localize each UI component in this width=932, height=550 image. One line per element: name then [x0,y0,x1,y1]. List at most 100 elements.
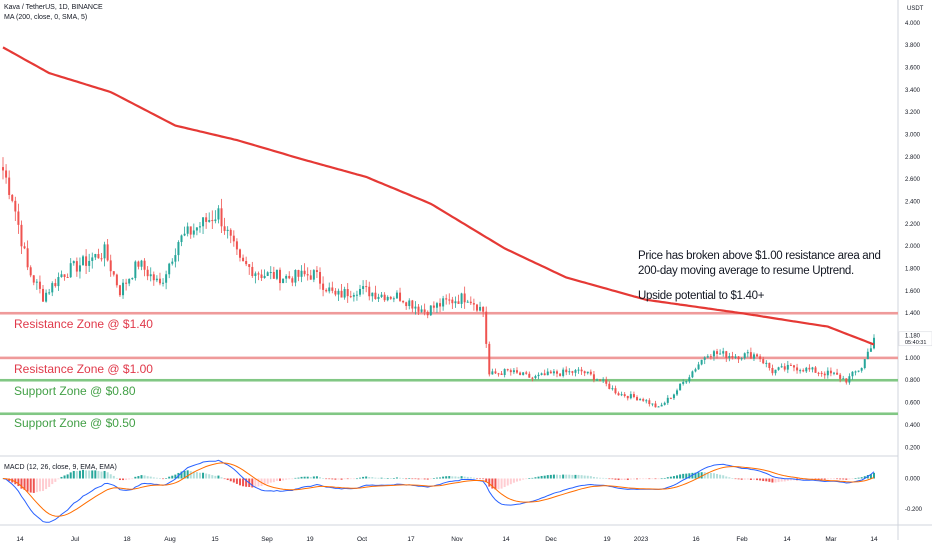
candle-body [651,403,654,405]
candle-body [531,377,534,379]
support-zone-050-label: Support Zone @ $0.50 [14,416,136,430]
time-tick-label: 18 [123,536,131,543]
candle-body [786,364,789,370]
candle-body [457,301,460,304]
candle-body [278,269,281,284]
candle-body [389,296,392,299]
candle-body [872,337,876,349]
macd-bar [642,478,645,480]
candle-body [402,300,405,303]
macd-bar [282,478,285,481]
macd-bar [783,478,786,482]
macd-bar [118,478,121,481]
candle-body [725,351,728,359]
candle-body [377,296,380,299]
macd-bar [596,477,599,479]
macd-bar [115,477,118,479]
candle-body [525,372,528,374]
macd-bar [408,478,411,479]
candle-body [802,370,805,372]
candle-body [577,369,580,371]
macd-bar [463,476,466,479]
candle-body [657,406,660,408]
candle-body [306,274,309,276]
macd-bar [577,474,580,479]
macd-bar [174,474,177,479]
candle-body [149,274,152,277]
candle-body [368,286,371,297]
candle-body [777,367,780,370]
macd-bar [737,478,740,480]
macd-bar [242,478,245,487]
macd-bar [146,476,149,479]
macd-bar [685,473,688,479]
candle-body [854,371,857,373]
candle-body [620,394,623,396]
candle-body [454,301,457,304]
macd-bar [214,475,217,479]
candle-body [238,249,241,258]
macd-bar [405,478,408,480]
candle-body [688,377,691,382]
candle-body [642,399,645,401]
macd-bar [78,470,81,479]
candle-body [291,278,294,283]
candle-body [485,311,488,344]
macd-bar [291,478,294,480]
candle-body [340,290,343,298]
candle-body [574,370,577,373]
macd-bar [623,478,626,480]
macd-bar [617,478,620,481]
candle-body [515,370,518,373]
candle-body [122,282,125,296]
macd-bar [192,471,195,479]
candle-body [765,362,768,364]
macd-bar [657,478,660,480]
macd-bar [402,478,405,479]
candle-body [66,276,69,278]
macd-bar [91,470,94,479]
macd-bar [509,478,512,485]
macd-bar [522,478,525,480]
candle-body [137,261,140,267]
candle-body [666,397,669,403]
chart-title: Kava / TetherUS, 1D, BINANCE [4,4,103,11]
macd-bar [288,478,291,480]
macd-bar [565,474,568,479]
macd-bar [817,478,820,480]
candle-body [72,261,75,264]
candle-body [75,261,78,272]
candle-body [546,371,549,376]
candle-body [115,274,118,286]
macd-bar [294,477,297,479]
macd-bar [611,478,614,480]
candle-body [300,270,303,277]
candle-body [472,303,475,305]
candle-body [814,367,817,373]
candle-body [269,272,272,274]
candle-body [589,371,592,375]
candle-body [411,300,414,309]
time-tick-label: Sep [261,536,273,543]
candle-body [605,379,608,384]
macd-bar [211,475,214,479]
macd-bar [672,476,675,479]
macd-bar [131,478,134,480]
candle-body [355,294,358,296]
candle-body [596,379,599,381]
macd-bar [676,475,679,479]
price-tick-label: 0.400 [905,423,921,429]
candle-body [863,359,866,369]
macd-bar [654,478,657,480]
candle-body [282,278,285,284]
macd-bar [749,478,752,480]
candle-body [42,288,45,302]
candle-body [845,378,848,383]
macd-bar [651,478,654,480]
macd-bar [183,470,186,479]
macd-bar [51,478,54,485]
macd-bar [457,476,460,479]
macd-bar [568,474,571,479]
